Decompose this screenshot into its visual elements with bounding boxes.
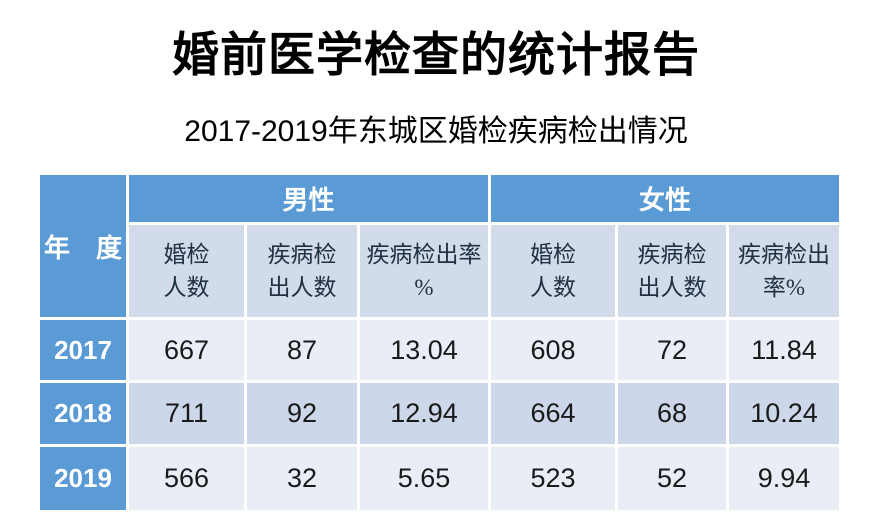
value-cell: 664 — [488, 380, 618, 447]
value-cell: 9.94 — [726, 444, 842, 513]
value-cell: 608 — [488, 317, 618, 383]
value-cell: 10.24 — [726, 380, 842, 447]
table-row-2017: 2017 667 87 13.04 608 72 11.84 — [37, 317, 842, 383]
value-cell: 11.84 — [726, 317, 842, 383]
value-cell: 32 — [244, 444, 360, 513]
year-cell: 2017 — [37, 317, 129, 383]
col-header-male-exam-count: 婚检 人数 — [126, 222, 247, 320]
page-subtitle: 2017-2019年东城区婚检疾病检出情况 — [184, 115, 688, 148]
value-cell: 523 — [488, 444, 618, 513]
value-cell: 566 — [126, 444, 247, 513]
group-header-row: 年 度 男性 女性 — [37, 172, 842, 320]
female-group-header: 女性 — [488, 172, 842, 225]
table-row-2018: 2018 711 92 12.94 664 68 10.24 — [37, 380, 842, 447]
sub-header-row: 婚检 人数 疾病检 出人数 疾病检出率 % 婚检 人数 疾病检 出人数 疾病检出… — [39, 222, 842, 320]
col-header-male-detection-rate: 疾病检出率 % — [357, 222, 491, 320]
year-cell: 2019 — [37, 444, 129, 513]
col-header-female-detection-rate: 疾病检出 率% — [726, 222, 842, 320]
stats-table: 年 度 男性 女性 婚检 人数 疾病检 出人数 疾病检出率 % 婚检 人数 疾病… — [37, 172, 842, 513]
page-title: 婚前医学检查的统计报告 — [172, 28, 700, 81]
year-header-cell: 年 度 — [37, 172, 129, 320]
table-row-2019: 2019 566 32 5.65 523 52 9.94 — [37, 444, 842, 513]
value-cell: 13.04 — [357, 317, 491, 383]
value-cell: 68 — [615, 380, 729, 447]
col-header-female-disease-count: 疾病检 出人数 — [615, 222, 729, 320]
male-group-header: 男性 — [126, 172, 491, 225]
value-cell: 72 — [615, 317, 729, 383]
value-cell: 92 — [244, 380, 360, 447]
value-cell: 5.65 — [357, 444, 491, 513]
value-cell: 87 — [244, 317, 360, 383]
value-cell: 52 — [615, 444, 729, 513]
col-header-male-disease-count: 疾病检 出人数 — [244, 222, 360, 320]
value-cell: 667 — [126, 317, 247, 383]
year-cell: 2018 — [37, 380, 129, 447]
value-cell: 12.94 — [357, 380, 491, 447]
col-header-female-exam-count: 婚检 人数 — [488, 222, 618, 320]
value-cell: 711 — [126, 380, 247, 447]
